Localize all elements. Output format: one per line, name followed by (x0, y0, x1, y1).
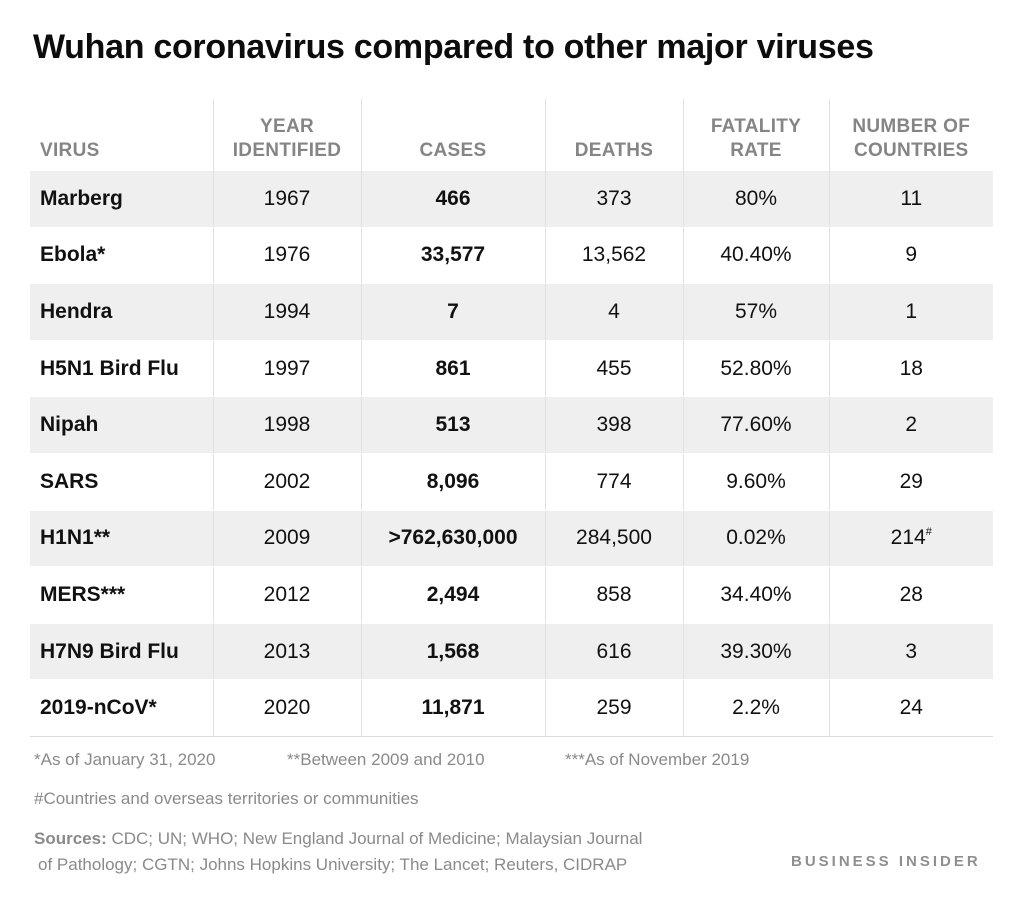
cell-year: 2012 (212, 566, 361, 624)
cell-cases: 861 (360, 340, 545, 398)
sources-line-2: of Pathology; CGTN; Johns Hopkins Univer… (38, 855, 628, 874)
cell-deaths: 398 (544, 396, 683, 454)
cell-year: 1997 (212, 340, 361, 398)
table-row: Marberg 1967 466 373 80% 11 (30, 171, 993, 228)
virus-comparison-table: VIRUS YEAR IDENTIFIED CASES DEATHS FATALI… (30, 99, 993, 737)
cell-year: 1976 (212, 227, 361, 285)
cell-cases: >762,630,000 (360, 510, 545, 568)
cell-cases: 7 (360, 283, 545, 341)
cell-cases: 2,494 (360, 566, 545, 624)
cell-deaths: 616 (544, 623, 683, 681)
cell-year: 1994 (212, 283, 361, 341)
chart-title: Wuhan coronavirus compared to other majo… (33, 28, 874, 66)
table-row: Hendra 1994 7 4 57% 1 (30, 283, 993, 341)
sources-line-1: CDC; UN; WHO; New England Journal of Med… (106, 829, 643, 848)
cell-countries: 3 (828, 623, 993, 681)
cell-cases: 11,871 (360, 679, 545, 737)
countries-value: 214 (890, 526, 926, 550)
header-year-identified: YEAR IDENTIFIED (212, 99, 361, 171)
cell-year: 2002 (212, 453, 361, 511)
cell-fatality-rate: 9.60% (682, 453, 829, 511)
sources-note: Sources: CDC; UN; WHO; New England Journ… (34, 826, 642, 878)
cell-fatality-rate: 57% (682, 283, 829, 341)
cell-virus: 2019-nCoV* (30, 679, 213, 737)
cell-fatality-rate: 52.80% (682, 340, 829, 398)
cell-countries: 214# (828, 510, 993, 568)
footnote-january: *As of January 31, 2020 (34, 750, 216, 769)
cell-fatality-rate: 34.40% (682, 566, 829, 624)
table-row: H5N1 Bird Flu 1997 861 455 52.80% 18 (30, 340, 993, 398)
cell-deaths: 455 (544, 340, 683, 398)
header-deaths: DEATHS (544, 99, 683, 171)
cell-countries: 29 (828, 453, 993, 511)
cell-countries: 24 (828, 679, 993, 737)
table-row: SARS 2002 8,096 774 9.60% 29 (30, 453, 993, 511)
cell-year: 2013 (212, 623, 361, 681)
cell-cases: 1,568 (360, 623, 545, 681)
cell-deaths: 774 (544, 453, 683, 511)
cell-cases: 8,096 (360, 453, 545, 511)
cell-year: 1998 (212, 396, 361, 454)
footnote-between: **Between 2009 and 2010 (287, 750, 485, 769)
cell-virus: H5N1 Bird Flu (30, 340, 213, 398)
cell-year: 1967 (212, 171, 361, 228)
cell-virus: Nipah (30, 396, 213, 454)
table-row: Nipah 1998 513 398 77.60% 2 (30, 396, 993, 454)
cell-deaths: 259 (544, 679, 683, 737)
cell-fatality-rate: 2.2% (682, 679, 829, 737)
cell-virus: Ebola* (30, 227, 213, 285)
cell-deaths: 858 (544, 566, 683, 624)
cell-countries: 9 (828, 227, 993, 285)
cell-year: 2009 (212, 510, 361, 568)
cell-virus: Marberg (30, 171, 213, 228)
cell-countries: 18 (828, 340, 993, 398)
cell-deaths: 284,500 (544, 510, 683, 568)
table-header-row: VIRUS YEAR IDENTIFIED CASES DEATHS FATALI… (30, 99, 993, 171)
cell-cases: 466 (360, 171, 545, 228)
cell-deaths: 13,562 (544, 227, 683, 285)
cell-virus: H7N9 Bird Flu (30, 623, 213, 681)
cell-fatality-rate: 80% (682, 171, 829, 228)
table-row: Ebola* 1976 33,577 13,562 40.40% 9 (30, 227, 993, 285)
footnote-hash: #Countries and overseas territories or c… (34, 789, 419, 808)
cell-fatality-rate: 0.02% (682, 510, 829, 568)
table-row: H1N1** 2009 >762,630,000 284,500 0.02% 2… (30, 510, 993, 568)
table-row: 2019-nCoV* 2020 11,871 259 2.2% 24 (30, 679, 993, 737)
header-fatality-rate: FATALITY RATE (682, 99, 829, 171)
cell-cases: 513 (360, 396, 545, 454)
cell-deaths: 373 (544, 171, 683, 228)
business-insider-logo: BUSINESS INSIDER (791, 853, 981, 870)
cell-fatality-rate: 40.40% (682, 227, 829, 285)
table-row: MERS*** 2012 2,494 858 34.40% 28 (30, 566, 993, 624)
cell-year: 2020 (212, 679, 361, 737)
cell-countries: 1 (828, 283, 993, 341)
cell-countries: 28 (828, 566, 993, 624)
hash-footnote-mark: # (925, 526, 932, 539)
cell-deaths: 4 (544, 283, 683, 341)
cell-virus: H1N1** (30, 510, 213, 568)
footnote-november: ***As of November 2019 (565, 750, 750, 769)
cell-fatality-rate: 77.60% (682, 396, 829, 454)
sources-label: Sources: (34, 829, 107, 848)
header-cases: CASES (360, 99, 545, 171)
cell-virus: SARS (30, 453, 213, 511)
cell-fatality-rate: 39.30% (682, 623, 829, 681)
table-row: H7N9 Bird Flu 2013 1,568 616 39.30% 3 (30, 623, 993, 681)
cell-virus: Hendra (30, 283, 213, 341)
cell-virus: MERS*** (30, 566, 213, 624)
cell-countries: 11 (828, 171, 993, 228)
header-virus: VIRUS (40, 140, 100, 161)
cell-countries: 2 (828, 396, 993, 454)
cell-cases: 33,577 (360, 227, 545, 285)
header-number-of-countries: NUMBER OF COUNTRIES (828, 99, 993, 171)
